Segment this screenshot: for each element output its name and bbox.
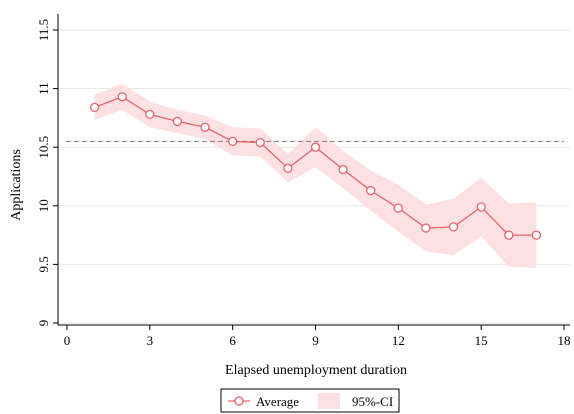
x-tick-label-0: 0 [64,333,71,348]
average-point-15 [504,230,514,240]
axes [53,14,570,330]
legend: Average 95%-CI [220,388,400,413]
average-point-7 [283,163,293,173]
legend-ci-swatch [318,393,340,409]
legend-box [220,388,400,413]
x-tick-label-4: 12 [392,333,405,348]
average-point-8 [310,142,321,152]
average-point-12 [421,223,431,233]
average-point-14 [476,202,486,212]
y-tick-labels: 9 9.5 10 10.5 11 11.5 [36,19,51,326]
x-tick-label-5: 15 [475,333,488,348]
average-point-3 [172,116,183,127]
x-tick-label-1: 3 [147,333,154,348]
y-tick-label-2: 10 [36,199,51,212]
average-point-10 [366,185,376,196]
legend-average-label: Average [256,394,299,409]
average-point-0 [89,102,100,113]
y-tick-label-0: 9 [36,320,51,327]
x-tick-labels: 0 3 6 9 12 15 18 [64,333,571,348]
y-tick-label-3: 10.5 [36,136,51,159]
x-tick-label-2: 6 [229,333,236,348]
x-tick-label-6: 18 [558,333,571,348]
average-point-4 [200,122,210,132]
y-tick-label-5: 11.5 [36,19,51,41]
ci-band [94,83,537,268]
legend-average-marker [234,396,244,406]
y-tick-label-1: 9.5 [36,256,51,272]
ci-band-layer [94,83,537,268]
average-point-5 [228,136,238,146]
x-axis-title: Elapsed unemployment duration [225,363,407,378]
marker-layer [89,92,542,240]
average-point-16 [531,230,542,240]
grid-lines [58,29,570,324]
average-point-9 [338,164,348,175]
average-point-2 [145,109,155,120]
average-point-1 [117,92,127,102]
x-tick-label-3: 9 [312,333,319,348]
legend-ci-label: 95%-CI [352,394,393,409]
average-point-13 [448,222,459,232]
y-tick-label-4: 11 [36,82,51,95]
average-point-11 [393,203,403,213]
average-point-6 [255,137,265,148]
y-axis-title: Applications [9,149,24,221]
